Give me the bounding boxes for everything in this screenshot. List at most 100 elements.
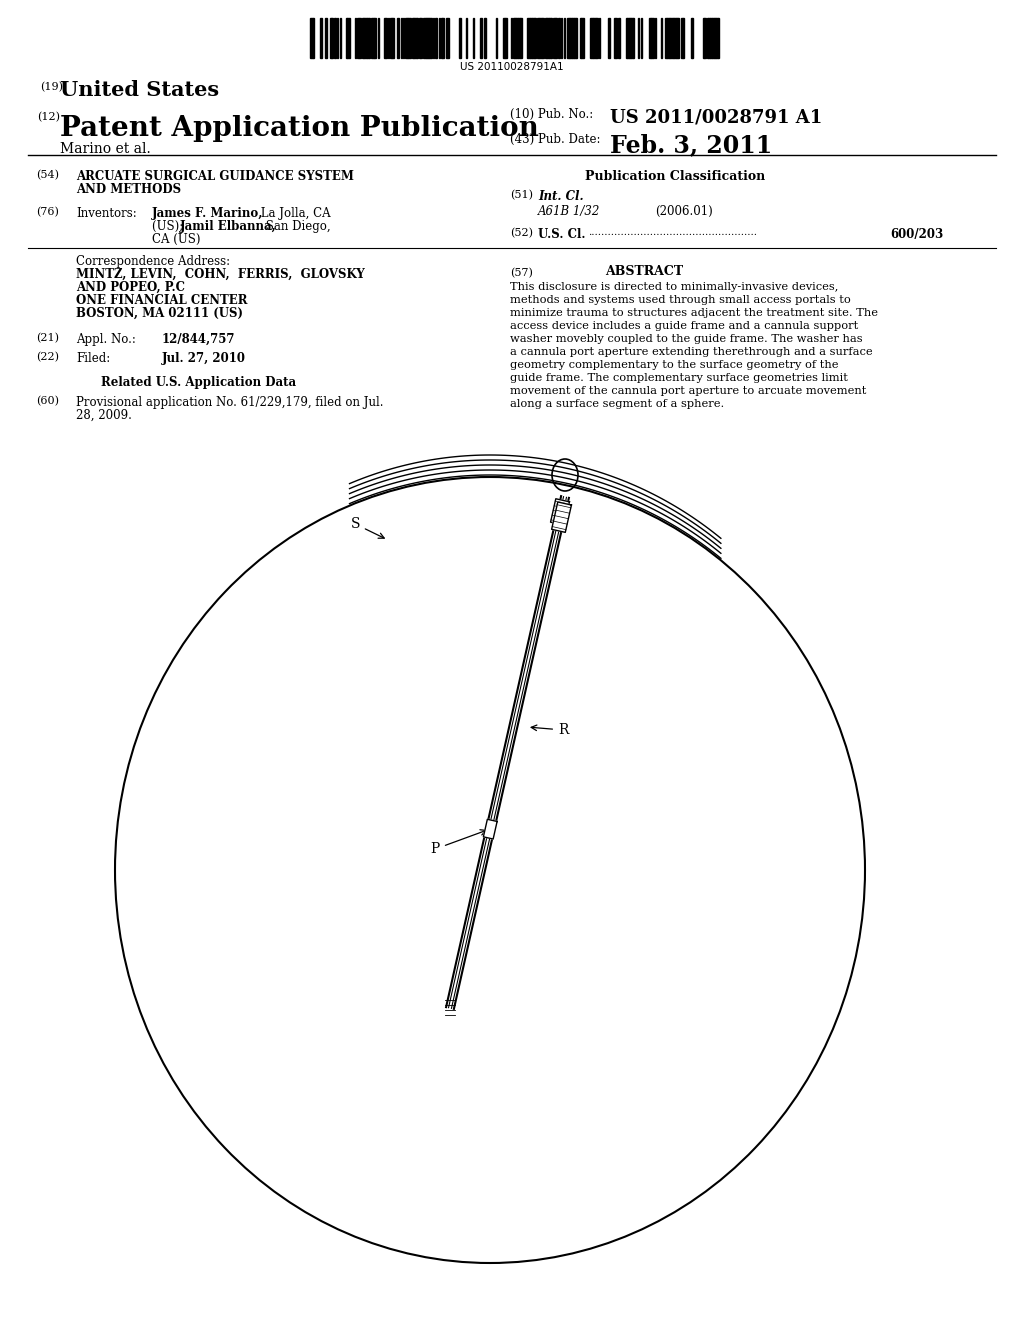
Bar xyxy=(371,18,374,58)
Bar xyxy=(667,18,669,58)
Text: ARCUATE SURGICAL GUIDANCE SYSTEM: ARCUATE SURGICAL GUIDANCE SYSTEM xyxy=(76,170,354,183)
Text: ONE FINANCIAL CENTER: ONE FINANCIAL CENTER xyxy=(76,294,248,308)
Bar xyxy=(665,18,667,58)
Text: washer movebly coupled to the guide frame. The washer has: washer movebly coupled to the guide fram… xyxy=(510,334,862,345)
Bar xyxy=(414,18,417,58)
Bar xyxy=(674,18,676,58)
Polygon shape xyxy=(551,499,569,525)
Bar xyxy=(310,18,313,58)
Bar xyxy=(651,18,654,58)
Bar xyxy=(527,18,530,58)
Text: Correspondence Address:: Correspondence Address: xyxy=(76,255,230,268)
Bar xyxy=(618,18,620,58)
Bar xyxy=(558,18,560,58)
Text: (10) Pub. No.:: (10) Pub. No.: xyxy=(510,108,593,121)
Bar xyxy=(710,18,712,58)
Bar xyxy=(614,18,617,58)
Text: (12): (12) xyxy=(37,112,60,123)
Bar xyxy=(570,18,572,58)
Bar xyxy=(325,18,327,58)
Text: 12/844,757: 12/844,757 xyxy=(162,333,236,346)
Text: A61B 1/32: A61B 1/32 xyxy=(538,205,600,218)
Bar xyxy=(518,18,520,58)
Bar xyxy=(423,18,426,58)
Text: Filed:: Filed: xyxy=(76,352,111,366)
Bar xyxy=(539,18,542,58)
Bar xyxy=(608,18,610,58)
Bar xyxy=(553,18,555,58)
Text: James F. Marino,: James F. Marino, xyxy=(152,207,263,220)
Bar xyxy=(593,18,596,58)
Text: This disclosure is directed to minimally-invasive devices,: This disclosure is directed to minimally… xyxy=(510,282,839,292)
Text: United States: United States xyxy=(60,81,219,100)
Bar xyxy=(390,18,392,58)
Bar xyxy=(627,18,629,58)
Text: (57): (57) xyxy=(510,268,532,279)
Bar xyxy=(367,18,369,58)
Text: (54): (54) xyxy=(36,170,59,181)
Bar xyxy=(446,18,449,58)
Bar xyxy=(503,18,505,58)
Text: (76): (76) xyxy=(36,207,58,218)
Text: Publication Classification: Publication Classification xyxy=(585,170,765,183)
Bar xyxy=(574,18,575,58)
Bar xyxy=(420,18,422,58)
Polygon shape xyxy=(552,502,571,532)
Bar xyxy=(480,18,482,58)
Polygon shape xyxy=(483,820,497,840)
Bar xyxy=(392,18,394,58)
Bar xyxy=(408,18,411,58)
Bar xyxy=(364,18,367,58)
Bar xyxy=(708,18,710,58)
Bar xyxy=(374,18,376,58)
Text: Appl. No.:: Appl. No.: xyxy=(76,333,136,346)
Bar xyxy=(359,18,361,58)
Text: movement of the cannula port aperture to arcuate movement: movement of the cannula port aperture to… xyxy=(510,385,866,396)
Text: Related U.S. Application Data: Related U.S. Application Data xyxy=(101,376,296,389)
Text: S: S xyxy=(350,517,384,539)
Text: (43) Pub. Date:: (43) Pub. Date: xyxy=(510,133,600,147)
Bar xyxy=(567,18,569,58)
Text: (19): (19) xyxy=(40,82,63,92)
Bar xyxy=(581,18,584,58)
Bar xyxy=(397,18,399,58)
Text: MINTZ, LEVIN,  COHN,  FERRIS,  GLOVSKY: MINTZ, LEVIN, COHN, FERRIS, GLOVSKY xyxy=(76,268,365,281)
Text: P: P xyxy=(431,830,486,855)
Text: Patent Application Publication: Patent Application Publication xyxy=(60,115,539,143)
Text: 600/203: 600/203 xyxy=(890,228,943,242)
Text: Marino et al.: Marino et al. xyxy=(60,143,151,156)
Bar xyxy=(357,18,359,58)
Text: (US);: (US); xyxy=(152,220,187,234)
Bar xyxy=(347,18,350,58)
Text: U.S. Cl.: U.S. Cl. xyxy=(538,228,586,242)
Text: (2006.01): (2006.01) xyxy=(655,205,713,218)
Text: San Diego,: San Diego, xyxy=(262,220,331,234)
Text: (22): (22) xyxy=(36,352,59,362)
Text: Int. Cl.: Int. Cl. xyxy=(538,190,584,203)
Bar xyxy=(670,18,673,58)
Bar xyxy=(537,18,539,58)
Text: US 20110028791A1: US 20110028791A1 xyxy=(460,62,564,73)
Text: 28, 2009.: 28, 2009. xyxy=(76,409,132,422)
Text: geometry complementary to the surface geometry of the: geometry complementary to the surface ge… xyxy=(510,360,839,370)
Bar xyxy=(442,18,444,58)
Bar xyxy=(631,18,633,58)
Bar xyxy=(549,18,551,58)
Text: (21): (21) xyxy=(36,333,59,343)
Bar xyxy=(716,18,718,58)
Text: ABSTRACT: ABSTRACT xyxy=(605,265,683,279)
Bar xyxy=(516,18,518,58)
Bar xyxy=(319,18,322,58)
Text: Jul. 27, 2010: Jul. 27, 2010 xyxy=(162,352,246,366)
Text: guide frame. The complementary surface geometries limit: guide frame. The complementary surface g… xyxy=(510,374,848,383)
Bar xyxy=(505,18,507,58)
Bar xyxy=(712,18,714,58)
Text: US 2011/0028791 A1: US 2011/0028791 A1 xyxy=(610,108,822,125)
Text: Provisional application No. 61/229,179, filed on Jul.: Provisional application No. 61/229,179, … xyxy=(76,396,384,409)
Bar xyxy=(530,18,532,58)
Bar xyxy=(334,18,336,58)
Bar xyxy=(542,18,544,58)
Bar xyxy=(406,18,407,58)
Text: ....................................................: ........................................… xyxy=(588,228,757,238)
Bar xyxy=(590,18,593,58)
